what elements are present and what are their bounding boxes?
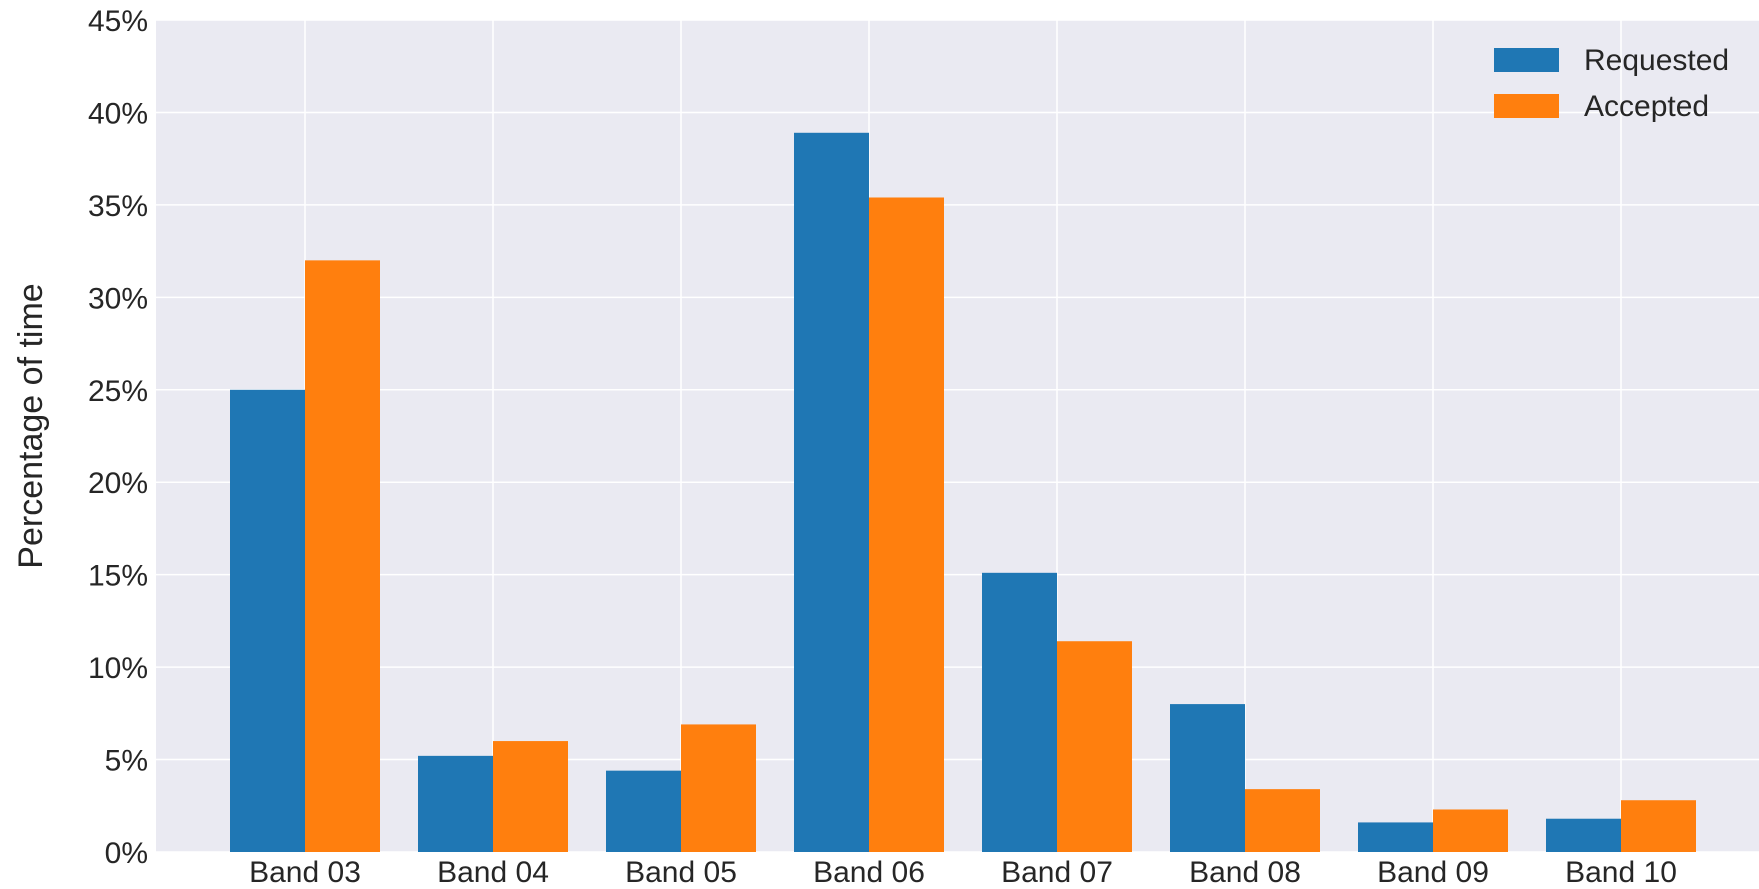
bar-accepted-band-08 xyxy=(1245,789,1320,852)
bar-accepted-band-10 xyxy=(1621,800,1696,852)
y-tick-label: 30% xyxy=(88,282,148,315)
plot-area xyxy=(156,20,1759,852)
legend-swatch-requested xyxy=(1494,48,1559,72)
x-tick-label: Band 09 xyxy=(1377,856,1489,889)
legend-label-accepted: Accepted xyxy=(1584,90,1709,123)
x-tick-label: Band 06 xyxy=(813,856,925,889)
bar-accepted-band-09 xyxy=(1433,809,1508,852)
legend-swatch-accepted xyxy=(1494,94,1559,118)
y-tick-label: 10% xyxy=(88,652,148,685)
bar-accepted-band-05 xyxy=(681,724,756,852)
legend: Requested Accepted xyxy=(1494,44,1729,123)
x-axis-ticks: Band 03 Band 04 Band 05 Band 06 Band 07 Band … xyxy=(249,856,1677,889)
bar-requested-band-10 xyxy=(1546,818,1621,852)
y-tick-label: 5% xyxy=(105,745,148,778)
legend-label-requested: Requested xyxy=(1584,44,1729,77)
bar-requested-band-07 xyxy=(982,572,1057,852)
y-axis-ticks: 0% 5% 10% 15% 20% 25% 30% 35% 40% 45% xyxy=(88,5,148,870)
x-tick-label: Band 10 xyxy=(1565,856,1677,889)
bar-requested-band-09 xyxy=(1358,822,1433,852)
y-tick-label: 0% xyxy=(105,837,148,870)
x-tick-label: Band 04 xyxy=(437,856,549,889)
bar-requested-band-08 xyxy=(1170,704,1245,852)
bar-requested-band-05 xyxy=(606,770,681,852)
y-tick-label: 40% xyxy=(88,97,148,130)
x-tick-label: Band 07 xyxy=(1001,856,1113,889)
y-tick-label: 15% xyxy=(88,560,148,593)
x-tick-label: Band 03 xyxy=(249,856,361,889)
bars xyxy=(230,132,1696,852)
bar-accepted-band-07 xyxy=(1057,641,1132,852)
y-tick-label: 45% xyxy=(88,5,148,38)
x-tick-label: Band 08 xyxy=(1189,856,1301,889)
bar-requested-band-03 xyxy=(230,389,305,852)
y-tick-label: 25% xyxy=(88,375,148,408)
bar-requested-band-06 xyxy=(794,132,869,852)
bar-accepted-band-03 xyxy=(305,260,380,852)
y-axis-label: Percentage of time xyxy=(12,283,50,568)
y-tick-label: 20% xyxy=(88,467,148,500)
bar-accepted-band-06 xyxy=(869,197,944,852)
x-tick-label: Band 05 xyxy=(625,856,737,889)
bar-accepted-band-04 xyxy=(493,741,568,852)
bar-requested-band-04 xyxy=(418,755,493,852)
y-tick-label: 35% xyxy=(88,190,148,223)
